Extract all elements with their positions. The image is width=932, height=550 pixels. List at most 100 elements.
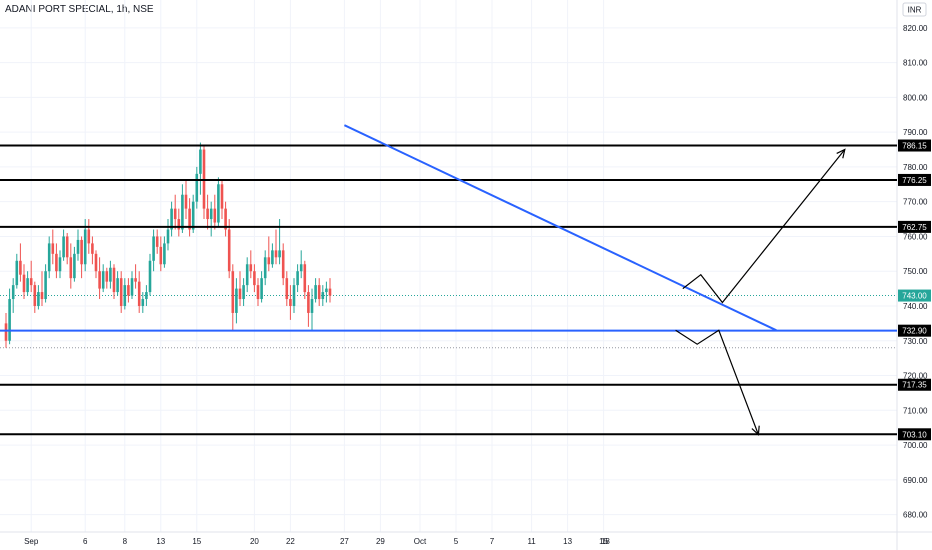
- y-tick-label: 690.00: [903, 476, 928, 485]
- candle-body: [278, 250, 281, 258]
- candle-body: [296, 271, 299, 286]
- candle-body: [130, 278, 134, 296]
- x-tick-label: 13: [156, 537, 165, 546]
- x-tick-label: 13: [563, 537, 572, 546]
- candle-body: [274, 250, 278, 258]
- level-price-label: [898, 220, 931, 233]
- currency-label: INR: [908, 6, 922, 15]
- y-tick-label: 810.00: [903, 59, 928, 68]
- candle-body: [303, 264, 307, 293]
- candle-body: [37, 292, 40, 306]
- candle-body: [29, 278, 33, 286]
- candle-body: [249, 264, 253, 272]
- x-tick-label: Sep: [24, 537, 39, 546]
- projection-down-arrow-arrowhead: [751, 425, 760, 436]
- candle-body: [310, 299, 314, 313]
- candle-body: [112, 267, 116, 293]
- candle-body: [11, 285, 15, 300]
- level-price-text: 717.35: [902, 381, 927, 390]
- candle-body: [227, 229, 231, 272]
- y-tick-label: 710.00: [903, 406, 928, 415]
- candle-body: [62, 236, 65, 258]
- candle-body: [116, 278, 119, 293]
- projection-up-arrow: [682, 149, 846, 304]
- last-price-text: 743.00: [902, 292, 927, 301]
- candle-body: [91, 243, 94, 254]
- candle-body: [119, 278, 123, 306]
- x-tick-label: 20: [250, 537, 259, 546]
- candle-body: [109, 267, 112, 282]
- x-tick-label: 7: [490, 537, 495, 546]
- candle-body: [224, 208, 227, 230]
- descending-trendline: [343, 124, 777, 332]
- candle-body: [281, 250, 285, 279]
- candle-body: [58, 257, 62, 272]
- candle-body: [33, 285, 37, 306]
- candle-body: [213, 208, 217, 223]
- candle-body: [184, 194, 188, 209]
- candle-body: [188, 208, 191, 230]
- candle-body: [217, 184, 220, 223]
- level-price-label: [898, 173, 931, 186]
- y-tick-label: 820.00: [903, 24, 928, 33]
- y-tick-label: 800.00: [903, 93, 928, 102]
- level-price-label: [898, 139, 931, 152]
- x-tick-label: 18: [601, 537, 610, 546]
- candle-body: [26, 278, 29, 293]
- candle-body: [123, 285, 127, 306]
- projection-down-arrow: [675, 329, 759, 435]
- candle-body: [253, 271, 256, 286]
- candle-body: [256, 285, 260, 300]
- candle-body: [181, 194, 184, 230]
- candle-body: [98, 271, 101, 289]
- x-tick-label: 6: [83, 537, 88, 546]
- candle-body: [242, 285, 245, 300]
- support-price-label: [898, 324, 931, 337]
- candle-body: [238, 288, 242, 300]
- currency-badge: [902, 2, 927, 17]
- candle-body: [51, 243, 55, 254]
- level-price-text: 776.25: [902, 176, 927, 185]
- candle-body: [299, 264, 303, 272]
- candle-body: [76, 239, 80, 254]
- candle-body: [170, 208, 173, 230]
- y-tick-label: 720.00: [903, 372, 928, 381]
- candle-body: [231, 271, 235, 313]
- y-tick-label: 760.00: [903, 232, 928, 241]
- candle-body: [209, 208, 213, 220]
- y-tick-label: 770.00: [903, 198, 928, 207]
- last-price-label: [898, 289, 931, 302]
- x-tick-label: 8: [123, 537, 128, 546]
- candle-body: [245, 264, 249, 286]
- candle-body: [177, 219, 181, 230]
- level-price-label: [898, 378, 931, 391]
- candle-body: [105, 271, 109, 282]
- candle-body: [69, 257, 73, 279]
- x-tick-label: 29: [376, 537, 385, 546]
- candle-body: [191, 201, 195, 230]
- candle-body: [137, 281, 141, 306]
- candle-body: [44, 271, 47, 300]
- level-price-text: 762.75: [902, 223, 927, 232]
- candle-body: [148, 260, 152, 293]
- candle-body: [314, 285, 317, 300]
- y-tick-label: 750.00: [903, 267, 928, 276]
- y-tick-label: 700.00: [903, 441, 928, 450]
- candle-body: [195, 173, 199, 202]
- candle-body: [260, 278, 263, 300]
- candle-body: [166, 229, 170, 244]
- candle-body: [55, 253, 58, 272]
- projection-up-arrow-arrowhead: [836, 148, 846, 159]
- candle-body: [263, 257, 267, 279]
- level-price-label: [898, 428, 931, 441]
- y-tick-label: 780.00: [903, 163, 928, 172]
- y-tick-label: 790.00: [903, 128, 928, 137]
- candle-body: [292, 285, 296, 306]
- y-tick-label: 740.00: [903, 302, 928, 311]
- candle-body: [289, 299, 292, 306]
- candle-body: [101, 271, 105, 289]
- candle-body: [285, 278, 289, 300]
- candle-body: [80, 239, 83, 265]
